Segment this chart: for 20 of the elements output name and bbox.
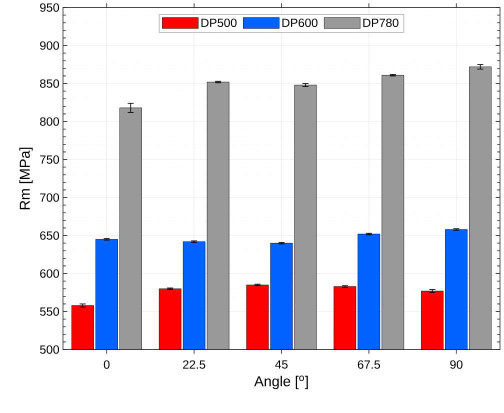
- x-tick-label: 0: [104, 360, 110, 369]
- x-tick-label: 67.5: [358, 360, 380, 369]
- y-axis-title: Rm [MPa]: [19, 148, 33, 210]
- x-axis-title: Angle [$^{o}$]: [254, 376, 308, 390]
- x-tick-label: 45: [275, 360, 288, 369]
- x-tick-label: 22.5: [183, 360, 206, 369]
- x-tick-label: 90: [450, 360, 462, 369]
- y-tick-label: 800: [40, 118, 60, 126]
- y-tick-label: 550: [40, 308, 60, 316]
- y-tick-label: 850: [40, 80, 60, 88]
- y-tick-label: 950: [40, 4, 60, 12]
- y-tick-label: 650: [40, 232, 60, 240]
- y-tick-label: 750: [40, 156, 60, 164]
- y-tick-label: 600: [40, 270, 60, 278]
- y-tick-label: 700: [40, 194, 60, 202]
- y-tick-label: 900: [40, 42, 60, 50]
- legend-label: DP600: [282, 18, 318, 28]
- y-tick-label: 500: [40, 346, 60, 354]
- legend-label: DP780: [363, 18, 398, 28]
- legend-label: DP500: [201, 18, 237, 28]
